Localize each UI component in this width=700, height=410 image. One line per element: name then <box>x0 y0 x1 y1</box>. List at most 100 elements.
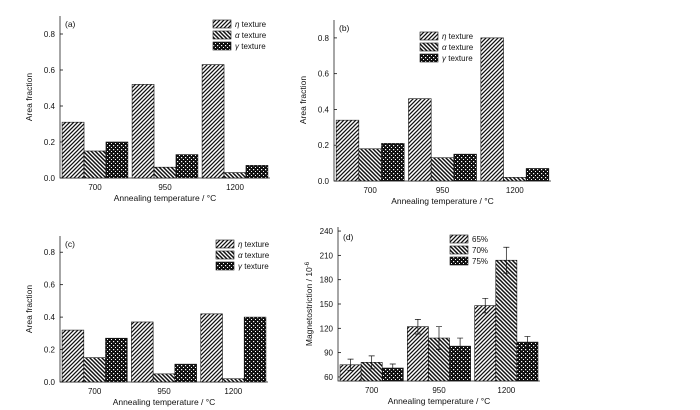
y-tick-label: 0.0 <box>318 177 330 186</box>
y-tick-label: 240 <box>320 227 334 236</box>
bar-cross-1200 <box>223 172 247 179</box>
y-tick-label: 0.2 <box>318 141 330 150</box>
bar-diag-700 <box>61 329 85 383</box>
legend-swatch-diag <box>449 234 469 244</box>
legend-swatch-dots <box>419 53 439 63</box>
error-bar <box>457 337 464 355</box>
bar-dots-1200 <box>525 168 550 182</box>
x-axis-title: Annealing temperature / °C <box>113 397 216 407</box>
chart-panel-4: 60 90 120 150 180 210 240 700 950 1200 Annealing t… <box>304 227 540 406</box>
bar-dots-700 <box>105 141 129 179</box>
bar-dots-1200 <box>243 316 267 383</box>
x-tick-label: 1200 <box>226 183 244 192</box>
panel-label: (b) <box>339 23 350 33</box>
x-tick-label: 1200 <box>497 386 515 395</box>
x-tick-label: 950 <box>158 183 172 192</box>
bar-diag-950 <box>408 98 432 182</box>
x-tick-label: 950 <box>432 386 446 395</box>
y-tick-label: 0.6 <box>44 281 56 290</box>
legend-label: η texture <box>238 240 270 249</box>
y-tick-label: 0.6 <box>318 70 330 79</box>
chart-panel-3: 0.0 0.2 0.4 0.6 0.8 700 950 1200 Annealing tempe… <box>24 236 270 407</box>
error-bar <box>389 363 396 373</box>
bar-cross-700 <box>83 150 107 179</box>
y-tick-label: 60 <box>324 373 333 382</box>
legend: η texture α texture γ texture <box>215 239 270 271</box>
x-tick-label: 700 <box>365 386 379 395</box>
bar-diag-1200 <box>201 64 225 179</box>
error-bar <box>503 246 510 274</box>
legend-label: η texture <box>235 20 267 29</box>
bar-dots-700 <box>105 337 128 383</box>
x-tick-label: 1200 <box>506 186 524 195</box>
bar-diag-1200 <box>474 305 497 382</box>
bar-diag-950 <box>407 326 429 382</box>
error-bar <box>436 326 442 350</box>
error-bar <box>368 355 375 370</box>
legend-label: 75% <box>472 257 488 266</box>
bar-dots-1200 <box>245 165 269 179</box>
y-tick-label: 210 <box>320 251 334 260</box>
x-axis-title: Annealing temperature / °C <box>114 193 217 203</box>
x-tick-label: 950 <box>436 186 450 195</box>
y-tick-label: 0.4 <box>44 102 56 111</box>
legend: η texture α texture γ texture <box>212 19 267 51</box>
x-tick-label: 700 <box>88 183 102 192</box>
y-axis-title: Magnetostriction / 10-6 <box>304 261 314 346</box>
bar-cross-1200 <box>222 378 245 383</box>
y-tick-label: 0.4 <box>44 313 56 322</box>
bar-dots-950 <box>175 154 199 179</box>
y-tick-label: 0.0 <box>44 174 56 183</box>
axis-lines <box>337 227 540 382</box>
y-tick-label: 180 <box>320 276 334 285</box>
legend-swatch-diag <box>215 239 235 249</box>
x-tick-label: 950 <box>157 387 171 396</box>
legend-label: α texture <box>442 43 474 52</box>
bar-cross-950 <box>430 157 455 182</box>
x-axis-title: Annealing temperature / °C <box>391 196 494 206</box>
y-tick-label: 90 <box>324 349 333 358</box>
bar-cross-700 <box>83 357 106 383</box>
legend-swatch-cross <box>449 245 469 255</box>
chart-panel-1: 0.0 0.2 0.4 0.6 0.8 700 950 1200 Annealing tempe… <box>24 16 270 203</box>
bar-diag-1200 <box>200 313 223 383</box>
legend-swatch-cross <box>419 42 439 52</box>
legend-label: γ texture <box>235 42 266 51</box>
legend-label: η texture <box>442 32 474 41</box>
y-tick-label: 0.8 <box>318 34 330 43</box>
bar-dots-700 <box>381 143 405 182</box>
bar-diag-700 <box>335 119 360 182</box>
y-tick-label: 0.2 <box>44 138 56 147</box>
bar-cross-950 <box>153 166 177 179</box>
y-tick-label: 150 <box>320 300 334 309</box>
error-bar <box>524 336 531 349</box>
panel-label: (c) <box>65 239 75 249</box>
y-tick-label: 0.0 <box>44 378 56 387</box>
legend-swatch-cross <box>215 250 235 260</box>
bar-cross-1200 <box>503 177 527 182</box>
y-tick-label: 120 <box>320 324 334 333</box>
error-bar <box>482 297 489 314</box>
bar-diag-950 <box>131 84 155 179</box>
bar-cross-700 <box>358 148 382 182</box>
legend-swatch-dots <box>215 261 235 271</box>
panel-label: (a) <box>65 19 76 29</box>
legend-label: γ texture <box>442 54 473 63</box>
y-tick-label: 0.8 <box>44 30 56 39</box>
bar-diag-1200 <box>480 37 504 182</box>
legend-swatch-diag <box>419 31 439 41</box>
legend-swatch-dots <box>212 41 232 51</box>
x-tick-label: 1200 <box>224 387 242 396</box>
y-tick-label: 0.2 <box>44 346 56 355</box>
bar-diag-700 <box>61 121 85 179</box>
x-axis-title: Annealing temperature / °C <box>388 396 491 406</box>
legend-swatch-diag <box>212 19 232 29</box>
legend: η texture α texture γ texture <box>419 31 474 63</box>
bar-dots-950 <box>453 153 477 182</box>
bar-diag-950 <box>131 321 154 383</box>
chart-panel-2: 0.0 0.2 0.4 0.6 0.8 700 950 1200 Annealing tempe… <box>298 20 551 206</box>
y-axis-title: Area fraction <box>24 285 34 333</box>
legend: 65% 70% 75% <box>449 234 488 266</box>
x-tick-label: 700 <box>88 387 102 396</box>
